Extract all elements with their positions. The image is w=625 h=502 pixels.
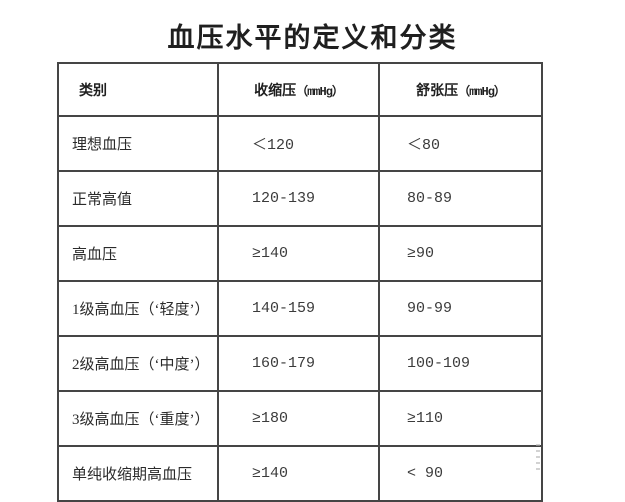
column-header-label: 舒张压 [416, 83, 459, 99]
cell-systolic: 160-179 [217, 335, 380, 392]
cell-diastolic: ≥90 [378, 225, 543, 282]
page-title: 血压水平的定义和分类 [167, 23, 458, 53]
column-header-diastolic: 舒张压（mmHg） [378, 62, 543, 117]
table-row: 正常高值 120-139 80-89 [57, 170, 543, 227]
column-header-unit: （mmHg） [296, 84, 344, 99]
column-header-label: 类别 [79, 83, 107, 99]
table-row: 3级高血压（‘重度’） ≥180 ≥110 [57, 390, 543, 447]
column-header-category: 类别 [57, 62, 219, 117]
cell-systolic: 120-139 [217, 170, 380, 227]
cell-diastolic: < 90 [378, 445, 543, 502]
column-header-label: 收缩压 [254, 83, 297, 99]
table-row: 单纯收缩期高血压 ≥140 < 90 [57, 445, 543, 502]
cell-category: 1级高血压（‘轻度’） [57, 280, 219, 337]
cell-systolic: 140-159 [217, 280, 380, 337]
cell-category: 理想血压 [57, 115, 219, 172]
cell-systolic: ≥140 [217, 225, 380, 282]
watermark-marks [536, 444, 540, 474]
cell-category: 单纯收缩期高血压 [57, 445, 219, 502]
cell-diastolic: ≥110 [378, 390, 543, 447]
cell-diastolic: ＜80 [378, 115, 543, 172]
cell-category: 高血压 [57, 225, 219, 282]
cell-diastolic: 80-89 [378, 170, 543, 227]
table-row: 理想血压 ＜120 ＜80 [57, 115, 543, 172]
table-row: 2级高血压（‘中度’） 160-179 100-109 [57, 335, 543, 392]
blood-pressure-table: 类别 收缩压（mmHg） 舒张压（mmHg） 理想血压 ＜120 ＜80 正常高… [57, 62, 543, 502]
cell-category: 3级高血压（‘重度’） [57, 390, 219, 447]
cell-diastolic: 100-109 [378, 335, 543, 392]
table-header-row: 类别 收缩压（mmHg） 舒张压（mmHg） [57, 62, 543, 117]
cell-category: 2级高血压（‘中度’） [57, 335, 219, 392]
cell-category: 正常高值 [57, 170, 219, 227]
cell-diastolic: 90-99 [378, 280, 543, 337]
cell-systolic: ＜120 [217, 115, 380, 172]
column-header-systolic: 收缩压（mmHg） [217, 62, 380, 117]
column-header-unit: （mmHg） [458, 84, 506, 99]
cell-systolic: ≥140 [217, 445, 380, 502]
table-row: 高血压 ≥140 ≥90 [57, 225, 543, 282]
table-row: 1级高血压（‘轻度’） 140-159 90-99 [57, 280, 543, 337]
cell-systolic: ≥180 [217, 390, 380, 447]
